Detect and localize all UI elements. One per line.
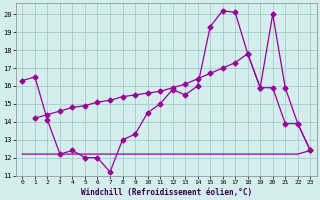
X-axis label: Windchill (Refroidissement éolien,°C): Windchill (Refroidissement éolien,°C) [81, 188, 252, 197]
